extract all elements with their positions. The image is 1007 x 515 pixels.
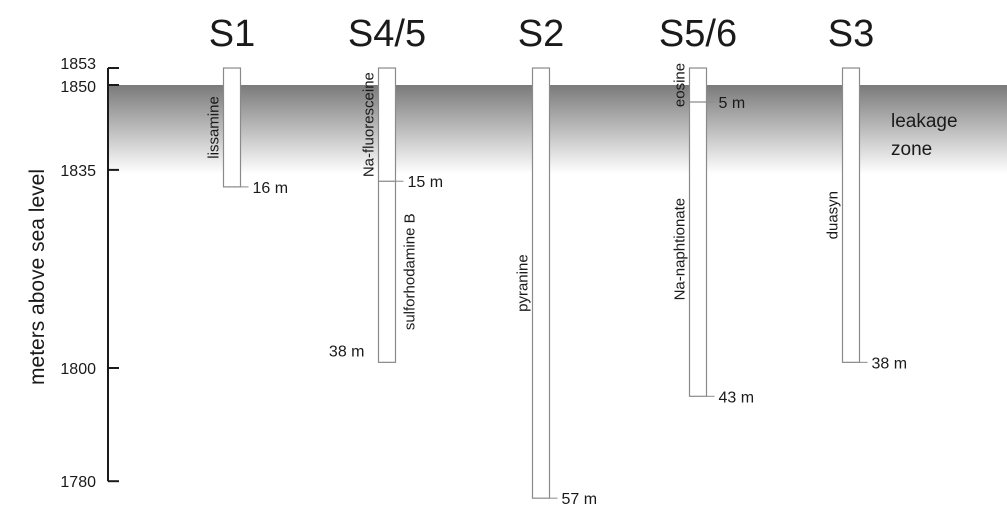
y-tick-label: 1853 [60, 56, 96, 73]
leakage-zone-label-line1: leakage [891, 111, 958, 132]
borehole-tube [222, 67, 242, 188]
y-tick-label: 1850 [60, 79, 96, 96]
y-tick-label: 1800 [60, 361, 96, 378]
depth-label: 38 m [329, 343, 365, 360]
borehole-tube [377, 67, 397, 363]
tracer-label: duasyn [825, 191, 842, 239]
tracer-label: Na-fluoresceine [361, 72, 378, 177]
tracer-label: Na-naphtionate [672, 198, 689, 301]
borehole-title: S2 [518, 13, 564, 55]
depth-label: 5 m [719, 95, 746, 112]
borehole-tube [531, 67, 551, 499]
depth-label: 57 m [562, 491, 598, 508]
tracer-label: eosine [672, 63, 689, 107]
tracer-label: pyranine [515, 254, 532, 312]
leakage-zone-label-line2: zone [891, 139, 932, 160]
depth-label: 15 m [408, 174, 444, 191]
borehole-title: S5/6 [659, 13, 737, 55]
y-tick-label: 1835 [60, 163, 96, 180]
borehole-title: S3 [828, 13, 874, 55]
borehole-title: S4/5 [348, 13, 426, 55]
depth-label: 38 m [872, 355, 908, 372]
borehole-tube [841, 67, 861, 363]
borehole-title: S1 [209, 13, 255, 55]
leakage-zone-band [108, 85, 1007, 174]
borehole-tube [688, 67, 708, 397]
tracer-label: sulforhodamine B [402, 213, 419, 330]
tracer-label: lissamine [206, 96, 223, 159]
y-tick-label: 1780 [60, 474, 96, 491]
depth-label: 43 m [719, 389, 755, 406]
depth-label: 16 m [253, 180, 289, 197]
y-axis-title: meters above sea level [26, 169, 49, 385]
